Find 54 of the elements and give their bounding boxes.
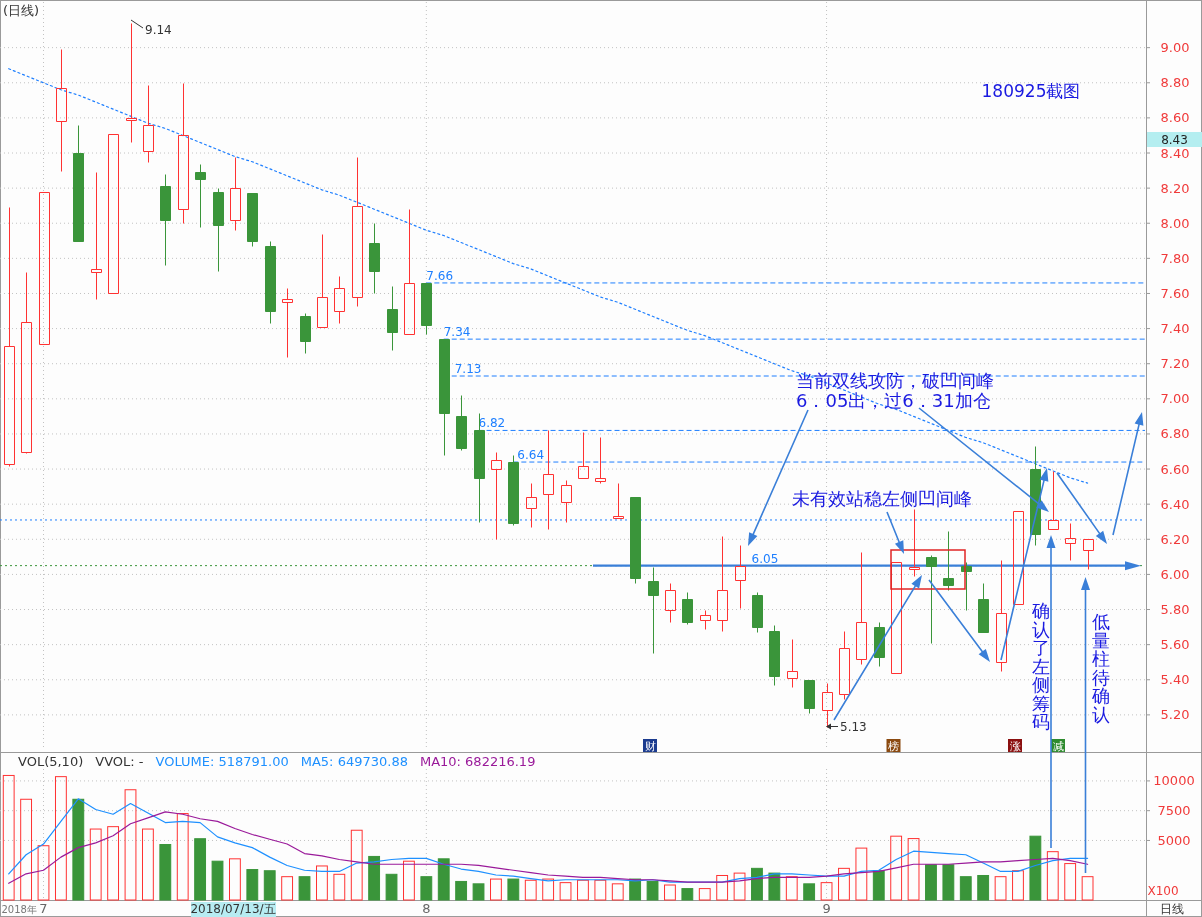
x-tick-label: 8 <box>422 901 431 916</box>
y-tick-label: 9.00 <box>1160 40 1190 56</box>
annotation: 9.14 <box>145 23 172 37</box>
y-tick-label: 7.80 <box>1160 250 1190 266</box>
y-tick-label: 5.60 <box>1160 637 1190 653</box>
y-tick-label: 7500 <box>1157 803 1191 819</box>
text: 2018年 <box>1 904 37 915</box>
annotation: 180925截图 <box>981 81 1081 101</box>
y-tick-label: 5.20 <box>1160 707 1190 723</box>
chart-title: VOL(5,10) <box>18 754 84 769</box>
annotation: 财 <box>644 739 656 753</box>
y-tick-label: 5.40 <box>1160 672 1190 688</box>
y-tick-label: 8.60 <box>1160 110 1190 126</box>
text: VOLUME: 518791.00 <box>155 754 289 769</box>
annotation: 涨 <box>1009 739 1021 753</box>
annotation: 确认了左侧筹码 <box>1031 600 1050 732</box>
y-tick-label: 5.80 <box>1160 602 1190 618</box>
annotation: 5.13 <box>840 720 867 734</box>
ref-line-label: 7.66 <box>426 268 454 283</box>
ref-line-label: 6.05 <box>751 551 779 566</box>
y-tick-label: 7.20 <box>1160 356 1190 372</box>
ref-line-label: 6.82 <box>478 416 506 431</box>
x-tick-label: 9 <box>822 901 831 916</box>
x-tick-label: 7 <box>39 901 48 916</box>
text: 日线 <box>1160 902 1184 916</box>
ref-line-label: 7.13 <box>454 362 482 376</box>
text: MA5: 649730.88 <box>300 754 408 769</box>
y-tick-label: 5000 <box>1157 832 1191 848</box>
y-tick-label: 8.20 <box>1160 180 1190 196</box>
ref-line-label: 7.34 <box>443 325 471 340</box>
text: MA10: 682216.19 <box>419 754 536 769</box>
y-tick-label: 6.00 <box>1160 566 1190 582</box>
annotation: 减 <box>1052 739 1064 753</box>
text: 2018/07/13/五 <box>190 902 276 916</box>
y-tick-label: 7.60 <box>1160 285 1190 301</box>
annotation: 未有效站稳左侧凹间峰 <box>792 488 972 509</box>
y-tick-label: 7.00 <box>1160 391 1190 407</box>
y-tick-label: 8.80 <box>1160 75 1190 91</box>
text: 8.43 <box>1161 132 1188 147</box>
y-tick-label: 8.40 <box>1160 145 1190 161</box>
chart-subtitle: VVOL: - <box>95 754 144 769</box>
y-tick-label: 7.40 <box>1160 321 1190 337</box>
y-tick-label: 6.40 <box>1160 496 1190 512</box>
y-axis-title: X100 <box>1147 884 1179 898</box>
annotation: 当前双线攻防，破凹间峰 6．05出，过6．31加仓 <box>796 370 994 411</box>
ref-line-label: 6.64 <box>517 448 545 463</box>
y-tick-label: 6.80 <box>1160 426 1190 442</box>
y-tick-label: 6.20 <box>1160 531 1190 547</box>
annotation: 榜 <box>888 739 899 753</box>
annotation: 低量柱待确认 <box>1091 611 1110 725</box>
y-tick-label: 6.60 <box>1160 461 1190 477</box>
chart-title: (日线) <box>3 3 40 18</box>
y-tick-label: 10000 <box>1153 773 1195 789</box>
y-tick-label: 8.00 <box>1160 215 1190 231</box>
